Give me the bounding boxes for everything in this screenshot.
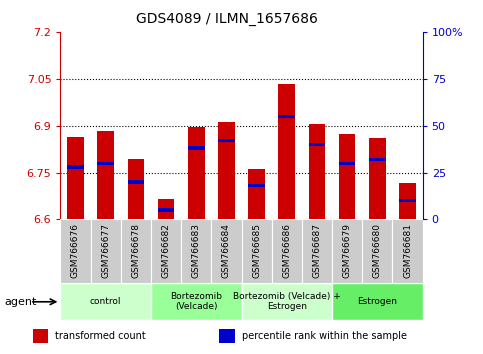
- Bar: [248, 184, 265, 187]
- Text: Estrogen: Estrogen: [357, 297, 398, 306]
- Bar: [98, 161, 114, 165]
- Bar: [60, 283, 151, 320]
- Bar: [369, 158, 385, 161]
- Bar: [188, 127, 204, 219]
- Bar: [242, 283, 332, 320]
- Bar: [67, 137, 84, 219]
- Bar: [158, 209, 174, 212]
- Text: GSM766685: GSM766685: [252, 223, 261, 278]
- Bar: [188, 147, 204, 150]
- Bar: [309, 124, 325, 219]
- Bar: [302, 219, 332, 283]
- Text: GSM766681: GSM766681: [403, 223, 412, 278]
- Bar: [218, 122, 235, 219]
- Bar: [121, 219, 151, 283]
- Bar: [151, 219, 181, 283]
- Bar: [218, 139, 235, 142]
- Bar: [339, 135, 355, 219]
- Bar: [332, 219, 362, 283]
- Text: agent: agent: [5, 297, 37, 307]
- Text: GSM766679: GSM766679: [342, 223, 352, 278]
- Bar: [181, 219, 212, 283]
- Bar: [339, 161, 355, 165]
- Text: control: control: [90, 297, 121, 306]
- Text: Bortezomib
(Velcade): Bortezomib (Velcade): [170, 292, 222, 312]
- Bar: [67, 165, 84, 169]
- Bar: [128, 180, 144, 184]
- Text: percentile rank within the sample: percentile rank within the sample: [242, 331, 407, 341]
- Text: GSM766677: GSM766677: [101, 223, 110, 278]
- Bar: [362, 219, 393, 283]
- Text: transformed count: transformed count: [55, 331, 145, 341]
- Text: GDS4089 / ILMN_1657686: GDS4089 / ILMN_1657686: [136, 12, 318, 27]
- Bar: [279, 84, 295, 219]
- Text: GSM766680: GSM766680: [373, 223, 382, 278]
- Bar: [332, 283, 423, 320]
- Bar: [242, 219, 271, 283]
- Text: GSM766682: GSM766682: [161, 223, 170, 278]
- Bar: [393, 219, 423, 283]
- Text: GSM766687: GSM766687: [313, 223, 322, 278]
- Bar: [91, 219, 121, 283]
- Bar: [60, 219, 91, 283]
- Bar: [309, 143, 325, 146]
- Bar: [212, 219, 242, 283]
- Bar: [399, 183, 416, 219]
- Text: GSM766686: GSM766686: [282, 223, 291, 278]
- Bar: [151, 283, 242, 320]
- Text: Bortezomib (Velcade) +
Estrogen: Bortezomib (Velcade) + Estrogen: [233, 292, 341, 312]
- Text: GSM766676: GSM766676: [71, 223, 80, 278]
- Bar: [279, 115, 295, 118]
- Bar: [369, 138, 385, 219]
- Text: GSM766684: GSM766684: [222, 223, 231, 278]
- Bar: [248, 169, 265, 219]
- Bar: [98, 131, 114, 219]
- Bar: [399, 199, 416, 202]
- Bar: [158, 199, 174, 219]
- Bar: [271, 219, 302, 283]
- Text: GSM766678: GSM766678: [131, 223, 141, 278]
- Bar: [219, 329, 235, 343]
- Text: GSM766683: GSM766683: [192, 223, 201, 278]
- Bar: [128, 159, 144, 219]
- Bar: [33, 329, 48, 343]
